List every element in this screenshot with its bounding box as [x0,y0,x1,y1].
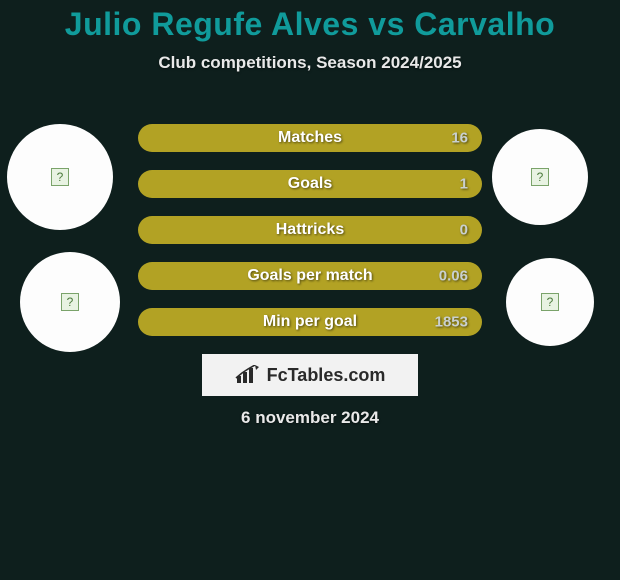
brand-box: FcTables.com [202,354,418,396]
stat-value: 1853 [435,314,468,331]
stat-row-matches: Matches 16 [138,124,482,152]
stat-value: 1 [460,176,468,193]
player-avatar-bottom-right: ? [506,258,594,346]
date-text: 6 november 2024 [0,408,620,428]
stat-label: Goals per match [138,267,482,285]
stat-value: 0.06 [439,268,468,285]
stat-row-min-per-goal: Min per goal 1853 [138,308,482,336]
image-placeholder-icon: ? [51,168,69,186]
stat-label: Matches [138,129,482,147]
stat-row-goals-per-match: Goals per match 0.06 [138,262,482,290]
subtitle: Club competitions, Season 2024/2025 [0,53,620,73]
player-avatar-bottom-left: ? [20,252,120,352]
page-title: Julio Regufe Alves vs Carvalho [0,0,620,43]
image-placeholder-icon: ? [541,293,559,311]
stat-value: 16 [451,130,468,147]
bar-chart-icon [235,365,261,385]
infographic-root: Julio Regufe Alves vs Carvalho Club comp… [0,0,620,580]
stat-label: Hattricks [138,221,482,239]
player-avatar-top-right: ? [492,129,588,225]
player-avatar-top-left: ? [7,124,113,230]
stats-bars: Matches 16 Goals 1 Hattricks 0 Goals per… [138,124,482,354]
stat-row-hattricks: Hattricks 0 [138,216,482,244]
stat-row-goals: Goals 1 [138,170,482,198]
image-placeholder-icon: ? [531,168,549,186]
stat-label: Goals [138,175,482,193]
stat-value: 0 [460,222,468,239]
stat-label: Min per goal [138,313,482,331]
brand-text: FcTables.com [267,365,386,386]
image-placeholder-icon: ? [61,293,79,311]
